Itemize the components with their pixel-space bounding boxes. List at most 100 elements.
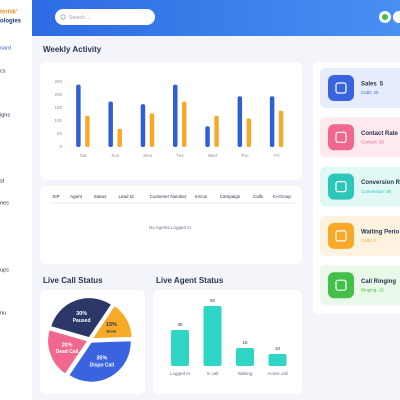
weekly-card [40,62,302,180]
x-tick-label: Sun [111,153,120,158]
column-header: SIP [52,194,59,199]
pie-slice [68,340,132,383]
table-card [40,186,302,264]
y-tick-label: 150 [54,105,62,110]
status-icon [382,14,388,20]
agent-status-card [153,290,302,394]
column-header: Customer Number [150,194,187,199]
stat-icon [328,173,354,200]
y-tick-label: 50 [57,131,63,136]
stat-icon [328,75,354,101]
y-tick-label: 200 [54,92,62,97]
stat-title: Call Ringing [361,279,396,285]
search-placeholder: Search ... [69,15,90,21]
bar [269,96,275,147]
bar-value: 10 [275,346,281,351]
stat-title: Contact Rate [361,131,399,137]
stat-icon [328,272,354,299]
slice-value: 30% [76,311,87,317]
y-tick-label: 0 [59,144,62,149]
bar [76,84,81,147]
stat-glyph [335,131,347,143]
menu-item[interactable]: igns [0,112,10,118]
menu-item[interactable]: ups [0,267,9,273]
slice-value: 15% [106,322,117,328]
bar-value: 15 [242,340,248,345]
column-header: Calls [253,194,264,199]
slice-value: 35% [96,355,107,361]
menu-item[interactable]: nes [0,200,9,206]
stat-value: 5 [380,82,384,88]
column-header: In-Group [273,194,291,199]
section-title: Live Call Status [43,276,103,285]
column-header: Agent [70,194,83,199]
bar [236,348,254,366]
x-tick-label: Thu [241,153,249,158]
bar [149,113,155,147]
stat-glyph [335,279,347,291]
stat-glyph [335,181,347,193]
profile-button[interactable] [393,11,400,23]
menu-item[interactable]: nu [0,310,6,316]
x-tick-label: In call [207,371,219,376]
pie-slice [91,304,133,340]
bar [173,84,178,147]
x-tick-label: Wed [208,153,218,158]
stat-title: Waiting Perio [361,229,399,235]
bar [205,126,210,147]
x-tick-label: Tue [176,153,184,158]
bar-value: 30 [177,322,183,327]
bar [108,101,113,147]
section-title: Live Agent Status [156,276,224,285]
column-header: Status [94,194,108,199]
x-tick-label: Fri [274,153,279,158]
bar [268,354,287,366]
slice-value: 20% [61,342,72,348]
stat-detail: Conversion: 85 [361,189,392,194]
x-tick-label: Active call [267,371,287,376]
pie-slice [50,297,113,339]
menu-item[interactable]: oard [0,45,11,51]
stat-title: Conversion R [361,180,400,186]
bar [85,115,90,147]
stat-icon [328,222,354,249]
bar [117,128,122,147]
stat-glyph [335,82,347,94]
stat-detail: Contact: 30 [361,139,385,144]
stat-glyph [335,230,347,242]
bar [246,118,252,147]
logo-text: terisk' [0,10,18,16]
bar [278,110,284,147]
slice-label: Break [107,330,117,334]
empty-message: No Agents Logged In [149,225,192,230]
stat-detail: Ringing: 15 [361,287,384,292]
bar [140,104,146,147]
x-tick-label: Waiting [238,371,253,376]
stat-detail: Calls: 0 [361,238,377,243]
y-tick-label: 100 [54,118,62,123]
bar-value: 50 [210,298,216,303]
logo-text: ologies [0,19,22,25]
stat-title: Sales [361,82,377,88]
bar [214,115,219,147]
y-tick-label: 250 [54,79,62,84]
content: terisk' ologies oard cs igns st nes ups nu Weekly… [0,10,400,383]
stat-icon [328,124,354,151]
x-tick-label: Logged In [170,371,191,376]
menu-item[interactable]: cs [0,68,6,74]
bar [237,96,243,147]
slice-label: Dead Call [56,349,79,355]
search-box[interactable] [55,9,155,25]
x-tick-label: Sat [80,153,88,158]
bar [182,101,187,147]
column-header: Campaign [220,194,241,199]
section-title: Weekly Activity [43,45,102,54]
slice-label: Dispo Call [90,362,115,368]
stat-detail: Calls: 25 [361,90,379,95]
bar [171,330,189,366]
column-header: Lead Id [118,194,134,199]
menu-item[interactable]: st [0,178,5,184]
pie-slice [47,329,89,375]
